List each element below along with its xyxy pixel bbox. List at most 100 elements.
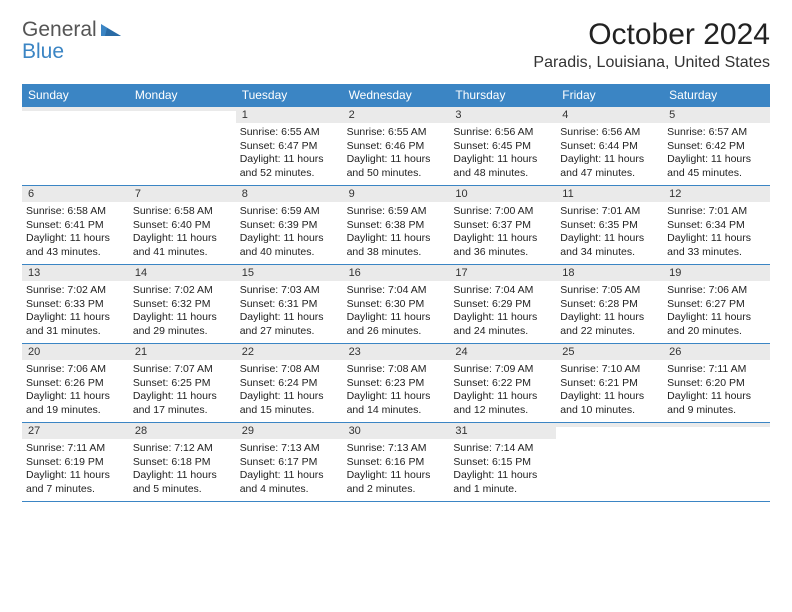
calendar-week: 27Sunrise: 7:11 AMSunset: 6:19 PMDayligh… — [22, 422, 770, 502]
day-number: 8 — [236, 186, 343, 202]
sunset-text: Sunset: 6:15 PM — [453, 456, 552, 470]
day-number: 5 — [663, 107, 770, 123]
sunset-text: Sunset: 6:39 PM — [240, 219, 339, 233]
day-number: 22 — [236, 344, 343, 360]
day-details: Sunrise: 6:55 AMSunset: 6:46 PMDaylight:… — [343, 123, 450, 185]
calendar-cell: 24Sunrise: 7:09 AMSunset: 6:22 PMDayligh… — [449, 344, 556, 422]
day-details: Sunrise: 7:08 AMSunset: 6:23 PMDaylight:… — [343, 360, 450, 422]
sunset-text: Sunset: 6:18 PM — [133, 456, 232, 470]
calendar-week: 1Sunrise: 6:55 AMSunset: 6:47 PMDaylight… — [22, 106, 770, 185]
sunrise-text: Sunrise: 6:58 AM — [26, 205, 125, 219]
daylight-text: Daylight: 11 hours and 34 minutes. — [560, 232, 659, 259]
day-number: 21 — [129, 344, 236, 360]
daylight-text: Daylight: 11 hours and 24 minutes. — [453, 311, 552, 338]
sunset-text: Sunset: 6:26 PM — [26, 377, 125, 391]
calendar-week: 20Sunrise: 7:06 AMSunset: 6:26 PMDayligh… — [22, 343, 770, 422]
day-name: Monday — [129, 84, 236, 106]
sunset-text: Sunset: 6:45 PM — [453, 140, 552, 154]
day-name: Saturday — [663, 84, 770, 106]
daylight-text: Daylight: 11 hours and 5 minutes. — [133, 469, 232, 496]
day-number: 29 — [236, 423, 343, 439]
sunrise-text: Sunrise: 7:11 AM — [26, 442, 125, 456]
day-details: Sunrise: 7:07 AMSunset: 6:25 PMDaylight:… — [129, 360, 236, 422]
brand-logo: General — [22, 18, 125, 42]
header: General October 2024 Paradis, Louisiana,… — [22, 18, 770, 72]
daylight-text: Daylight: 11 hours and 40 minutes. — [240, 232, 339, 259]
daylight-text: Daylight: 11 hours and 38 minutes. — [347, 232, 446, 259]
day-number: 19 — [663, 265, 770, 281]
day-number: 20 — [22, 344, 129, 360]
calendar-cell: 21Sunrise: 7:07 AMSunset: 6:25 PMDayligh… — [129, 344, 236, 422]
day-number: 17 — [449, 265, 556, 281]
calendar-week: 6Sunrise: 6:58 AMSunset: 6:41 PMDaylight… — [22, 185, 770, 264]
daylight-text: Daylight: 11 hours and 7 minutes. — [26, 469, 125, 496]
day-details: Sunrise: 7:14 AMSunset: 6:15 PMDaylight:… — [449, 439, 556, 501]
sunset-text: Sunset: 6:38 PM — [347, 219, 446, 233]
sunset-text: Sunset: 6:32 PM — [133, 298, 232, 312]
day-number: 23 — [343, 344, 450, 360]
sunrise-text: Sunrise: 7:02 AM — [133, 284, 232, 298]
sunrise-text: Sunrise: 6:56 AM — [560, 126, 659, 140]
calendar-cell — [663, 423, 770, 501]
day-details: Sunrise: 7:01 AMSunset: 6:34 PMDaylight:… — [663, 202, 770, 264]
sunset-text: Sunset: 6:33 PM — [26, 298, 125, 312]
day-details: Sunrise: 7:09 AMSunset: 6:22 PMDaylight:… — [449, 360, 556, 422]
sunrise-text: Sunrise: 7:13 AM — [347, 442, 446, 456]
sunrise-text: Sunrise: 6:55 AM — [240, 126, 339, 140]
sunrise-text: Sunrise: 7:01 AM — [560, 205, 659, 219]
day-number: 14 — [129, 265, 236, 281]
daylight-text: Daylight: 11 hours and 26 minutes. — [347, 311, 446, 338]
sunset-text: Sunset: 6:20 PM — [667, 377, 766, 391]
day-details: Sunrise: 6:55 AMSunset: 6:47 PMDaylight:… — [236, 123, 343, 185]
calendar-cell: 20Sunrise: 7:06 AMSunset: 6:26 PMDayligh… — [22, 344, 129, 422]
calendar-cell: 19Sunrise: 7:06 AMSunset: 6:27 PMDayligh… — [663, 265, 770, 343]
calendar-cell: 14Sunrise: 7:02 AMSunset: 6:32 PMDayligh… — [129, 265, 236, 343]
calendar-cell: 25Sunrise: 7:10 AMSunset: 6:21 PMDayligh… — [556, 344, 663, 422]
day-number: 25 — [556, 344, 663, 360]
sunset-text: Sunset: 6:46 PM — [347, 140, 446, 154]
sunset-text: Sunset: 6:41 PM — [26, 219, 125, 233]
day-details: Sunrise: 7:02 AMSunset: 6:32 PMDaylight:… — [129, 281, 236, 343]
sunset-text: Sunset: 6:17 PM — [240, 456, 339, 470]
calendar-cell: 16Sunrise: 7:04 AMSunset: 6:30 PMDayligh… — [343, 265, 450, 343]
calendar-cell: 28Sunrise: 7:12 AMSunset: 6:18 PMDayligh… — [129, 423, 236, 501]
calendar-cell — [22, 107, 129, 185]
calendar-cell: 8Sunrise: 6:59 AMSunset: 6:39 PMDaylight… — [236, 186, 343, 264]
day-number — [556, 423, 663, 427]
sunset-text: Sunset: 6:42 PM — [667, 140, 766, 154]
day-details: Sunrise: 6:57 AMSunset: 6:42 PMDaylight:… — [663, 123, 770, 185]
daylight-text: Daylight: 11 hours and 20 minutes. — [667, 311, 766, 338]
sunrise-text: Sunrise: 7:08 AM — [347, 363, 446, 377]
sunrise-text: Sunrise: 6:59 AM — [347, 205, 446, 219]
day-details: Sunrise: 7:02 AMSunset: 6:33 PMDaylight:… — [22, 281, 129, 343]
calendar-cell: 2Sunrise: 6:55 AMSunset: 6:46 PMDaylight… — [343, 107, 450, 185]
sunrise-text: Sunrise: 7:12 AM — [133, 442, 232, 456]
calendar-cell — [556, 423, 663, 501]
day-number: 27 — [22, 423, 129, 439]
calendar-cell: 17Sunrise: 7:04 AMSunset: 6:29 PMDayligh… — [449, 265, 556, 343]
sunrise-text: Sunrise: 7:07 AM — [133, 363, 232, 377]
day-name: Thursday — [449, 84, 556, 106]
brand-general: General — [22, 18, 97, 42]
calendar-cell: 9 Sunrise: 6:59 AMSunset: 6:38 PMDaylight… — [343, 186, 450, 264]
sunrise-text: Sunrise: 6:58 AM — [133, 205, 232, 219]
day-number: 9 — [343, 186, 450, 202]
sunset-text: Sunset: 6:21 PM — [560, 377, 659, 391]
day-details: Sunrise: 7:00 AMSunset: 6:37 PMDaylight:… — [449, 202, 556, 264]
sunset-text: Sunset: 6:40 PM — [133, 219, 232, 233]
sunset-text: Sunset: 6:44 PM — [560, 140, 659, 154]
sunrise-text: Sunrise: 7:09 AM — [453, 363, 552, 377]
sunrise-text: Sunrise: 7:14 AM — [453, 442, 552, 456]
sunrise-text: Sunrise: 7:00 AM — [453, 205, 552, 219]
sunset-text: Sunset: 6:37 PM — [453, 219, 552, 233]
sunset-text: Sunset: 6:34 PM — [667, 219, 766, 233]
daylight-text: Daylight: 11 hours and 36 minutes. — [453, 232, 552, 259]
calendar-cell: 29Sunrise: 7:13 AMSunset: 6:17 PMDayligh… — [236, 423, 343, 501]
day-details: Sunrise: 6:56 AMSunset: 6:45 PMDaylight:… — [449, 123, 556, 185]
day-number: 3 — [449, 107, 556, 123]
sunset-text: Sunset: 6:16 PM — [347, 456, 446, 470]
sunset-text: Sunset: 6:31 PM — [240, 298, 339, 312]
daylight-text: Daylight: 11 hours and 12 minutes. — [453, 390, 552, 417]
daylight-text: Daylight: 11 hours and 52 minutes. — [240, 153, 339, 180]
calendar-cell: 31Sunrise: 7:14 AMSunset: 6:15 PMDayligh… — [449, 423, 556, 501]
